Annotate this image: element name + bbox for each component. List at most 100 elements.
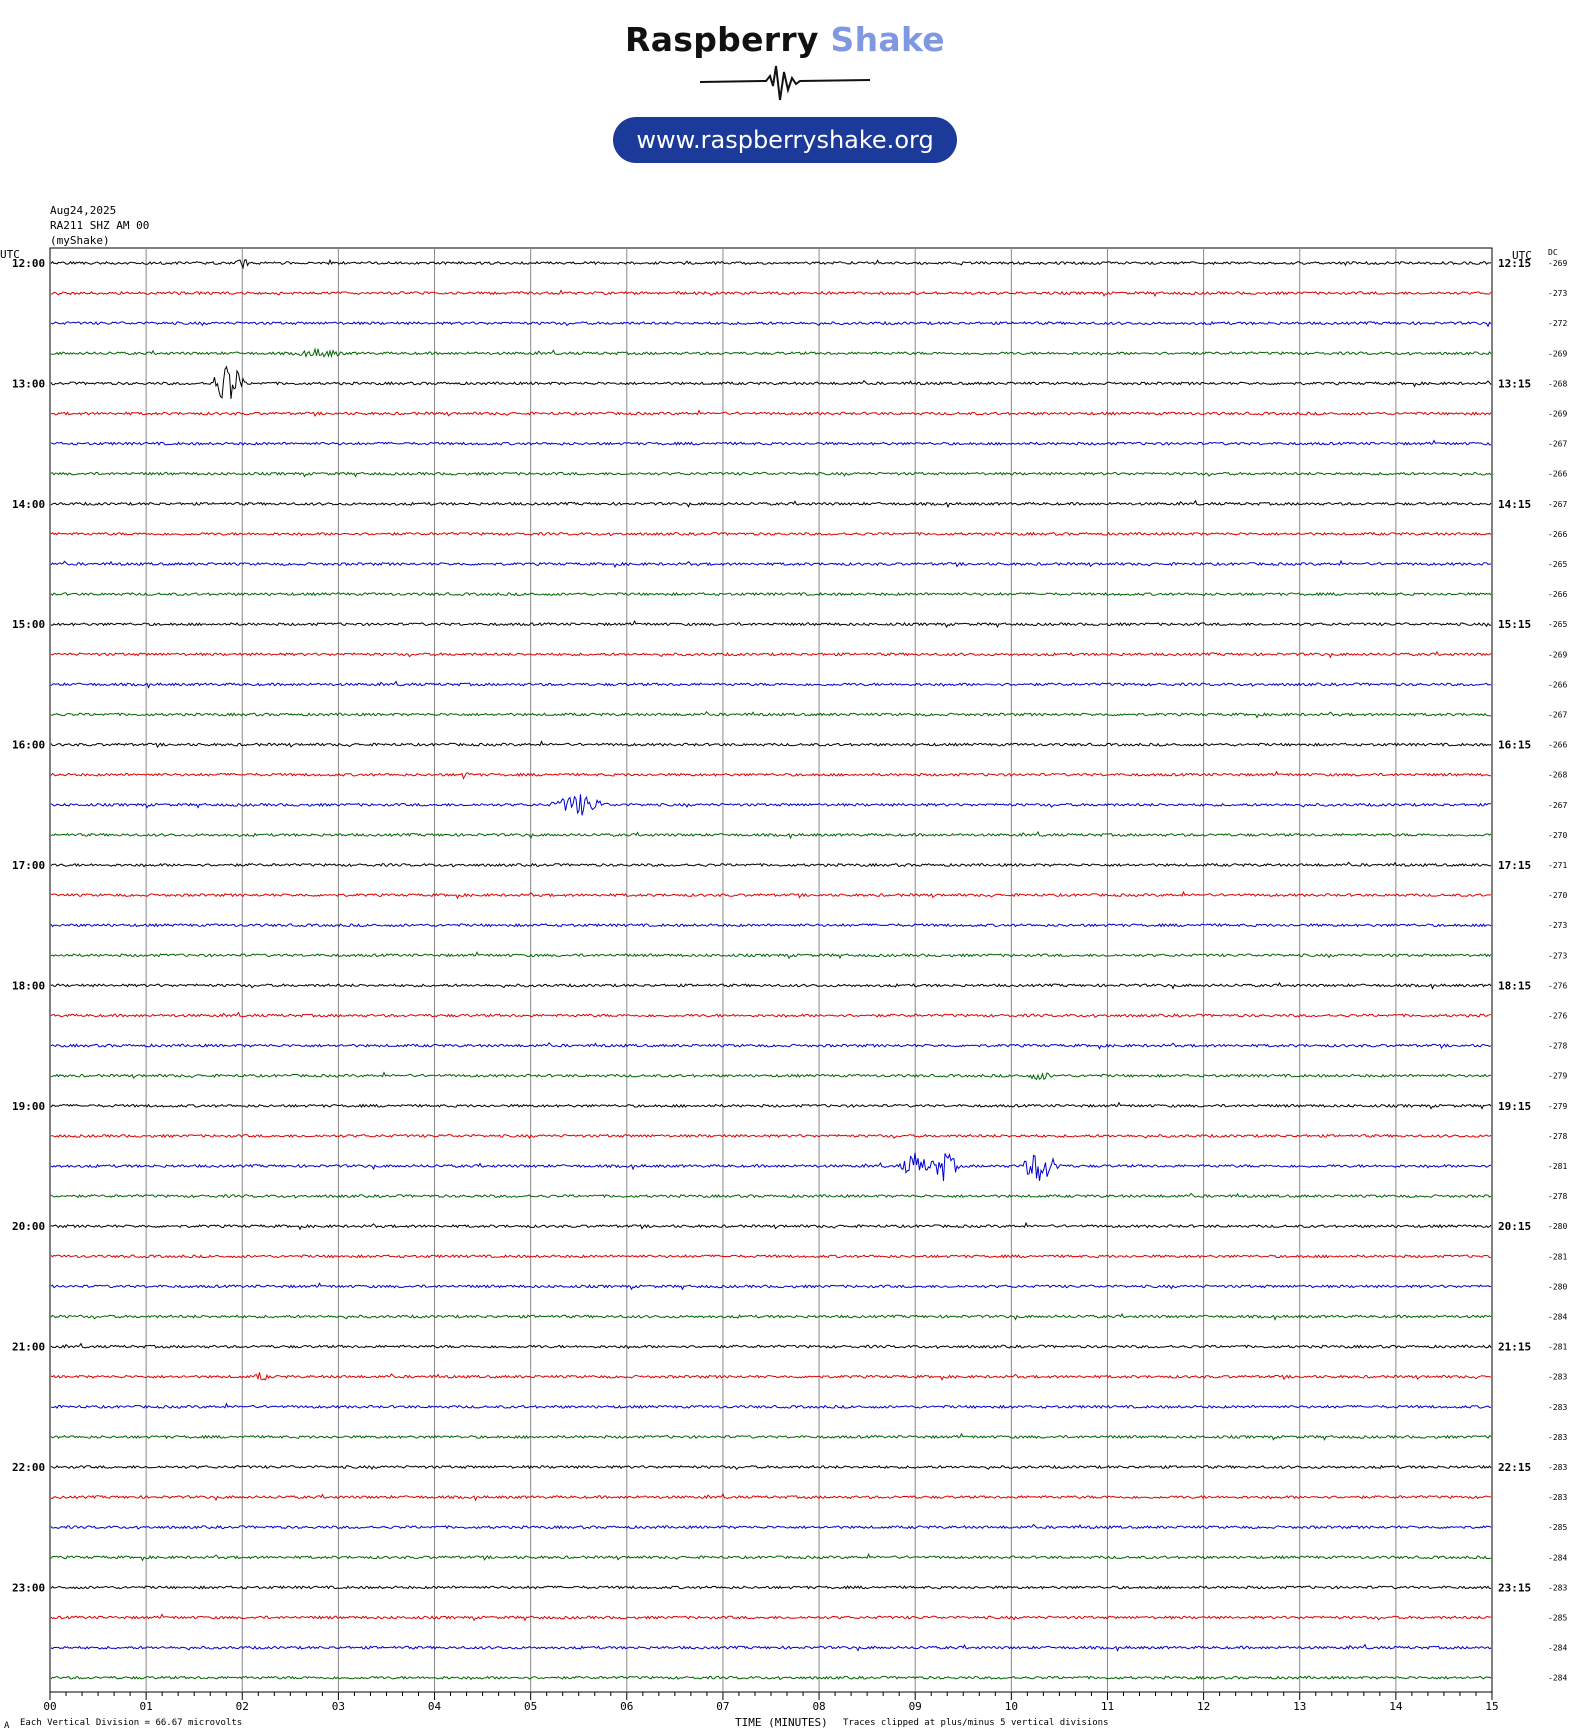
trace-line bbox=[50, 650, 1492, 659]
dc-offset-label: -281 bbox=[1548, 1252, 1567, 1261]
trace-line bbox=[50, 680, 1492, 689]
dc-offset-label: -278 bbox=[1548, 1042, 1567, 1051]
dc-offset-label: -268 bbox=[1548, 379, 1567, 388]
hour-label-right: 12:15 bbox=[1498, 257, 1531, 270]
hour-label-left: 23:00 bbox=[12, 1581, 45, 1594]
x-tick-label: 08 bbox=[812, 1700, 825, 1713]
hour-label-left: 18:00 bbox=[12, 979, 45, 992]
dc-offset-label: -265 bbox=[1548, 560, 1567, 569]
trace-line bbox=[50, 499, 1492, 509]
dc-offset-label: -268 bbox=[1548, 771, 1567, 780]
trace-line bbox=[50, 922, 1492, 928]
trace-line bbox=[50, 1585, 1491, 1590]
trace-line bbox=[50, 365, 1492, 399]
seismic-traces bbox=[50, 258, 1492, 1681]
x-tick-label: 10 bbox=[1005, 1700, 1018, 1713]
right-utc-header: UTC bbox=[1512, 249, 1532, 262]
dc-offset-label: -285 bbox=[1548, 1523, 1567, 1532]
plot-labels: 00 01 02 03 04 05 06 07 08 09 10 11 12 13 14 15 UTC UTC DC… bbox=[0, 248, 1567, 1713]
trace-line bbox=[50, 1552, 1492, 1562]
hour-label-left: 21:00 bbox=[12, 1341, 45, 1354]
hour-label-right: 21:15 bbox=[1498, 1341, 1531, 1354]
trace-line bbox=[50, 1254, 1492, 1259]
trace-line bbox=[50, 1011, 1492, 1019]
trace-line bbox=[50, 1042, 1492, 1050]
trace-line bbox=[50, 1432, 1492, 1441]
trace-line bbox=[50, 1221, 1492, 1231]
dc-offset-label: -269 bbox=[1548, 259, 1567, 268]
trace-line bbox=[50, 1643, 1492, 1653]
hour-label-right: 13:15 bbox=[1498, 377, 1531, 390]
website-url-badge[interactable]: www.raspberryshake.org bbox=[613, 117, 957, 163]
dc-header: DC bbox=[1548, 248, 1558, 257]
trace-line bbox=[50, 1372, 1492, 1381]
hour-label-left: 12:00 bbox=[12, 257, 45, 270]
dc-offset-label: -269 bbox=[1548, 410, 1567, 419]
trace-line bbox=[50, 1523, 1492, 1530]
trace-line bbox=[50, 1071, 1492, 1081]
hour-label-left: 14:00 bbox=[12, 498, 45, 511]
x-tick-label: 12 bbox=[1197, 1700, 1210, 1713]
dc-offset-label: -273 bbox=[1548, 289, 1567, 298]
hour-label-right: 23:15 bbox=[1498, 1581, 1531, 1594]
vertical-division-scale-note: Each Vertical Division = 66.67 microvolt… bbox=[20, 1718, 243, 1728]
dc-offset-label: -283 bbox=[1548, 1373, 1567, 1382]
dc-offset-label: -276 bbox=[1548, 1012, 1567, 1021]
dc-offset-label: -266 bbox=[1548, 470, 1567, 479]
trace-line bbox=[50, 258, 1492, 270]
plot-frame bbox=[49, 247, 1493, 1693]
hour-label-right: 15:15 bbox=[1498, 618, 1531, 631]
trace-line bbox=[50, 951, 1492, 960]
dc-offset-label: -278 bbox=[1548, 1192, 1567, 1201]
dc-offset-label: -270 bbox=[1548, 831, 1567, 840]
hour-label-right: 20:15 bbox=[1498, 1220, 1531, 1233]
dc-offset-label: -285 bbox=[1548, 1614, 1567, 1623]
trace-line bbox=[50, 289, 1492, 298]
dc-offset-label: -265 bbox=[1548, 620, 1567, 629]
trace-line bbox=[50, 1192, 1492, 1199]
hour-label-right: 22:15 bbox=[1498, 1461, 1531, 1474]
dc-offset-label: -267 bbox=[1548, 801, 1567, 810]
trace-line bbox=[50, 619, 1492, 629]
trace-line bbox=[50, 1282, 1492, 1291]
hour-label-right: 18:15 bbox=[1498, 979, 1531, 992]
hour-label-right: 17:15 bbox=[1498, 859, 1531, 872]
network-name: (myShake) bbox=[50, 234, 110, 247]
station-code: RA211 SHZ AM 00 bbox=[50, 219, 150, 232]
dc-offset-label: -271 bbox=[1548, 861, 1567, 870]
trace-line bbox=[50, 1133, 1492, 1139]
trace-line bbox=[50, 409, 1492, 418]
brand-word-raspberry: Raspberry bbox=[625, 20, 819, 59]
x-tick-label: 06 bbox=[620, 1700, 633, 1713]
trace-line bbox=[50, 1675, 1492, 1681]
trace-line bbox=[50, 1464, 1492, 1471]
x-tick-label: 15 bbox=[1485, 1700, 1498, 1713]
dc-offset-label: -283 bbox=[1548, 1463, 1567, 1472]
trace-line bbox=[50, 830, 1492, 840]
seismic-wave-logo-icon bbox=[700, 65, 870, 101]
dc-offset-label: -279 bbox=[1548, 1102, 1567, 1111]
dc-offset-label: -266 bbox=[1548, 680, 1567, 689]
dc-offset-label: -276 bbox=[1548, 981, 1567, 990]
dc-offset-label: -266 bbox=[1548, 530, 1567, 539]
x-tick-label: 09 bbox=[909, 1700, 922, 1713]
time-axis-label: TIME (MINUTES) bbox=[735, 1716, 828, 1729]
x-tick-label: 00 bbox=[43, 1700, 56, 1713]
x-tick-label: 04 bbox=[428, 1700, 442, 1713]
hour-label-right: 16:15 bbox=[1498, 739, 1531, 752]
dc-offset-label: -284 bbox=[1548, 1553, 1567, 1562]
dc-offset-label: -281 bbox=[1548, 1162, 1567, 1171]
plot-grid bbox=[49, 247, 1493, 1700]
x-tick-label: 01 bbox=[140, 1700, 153, 1713]
x-tick-label: 13 bbox=[1293, 1700, 1306, 1713]
x-tick-label: 03 bbox=[332, 1700, 345, 1713]
hour-label-right: 19:15 bbox=[1498, 1100, 1531, 1113]
dc-offset-label: -278 bbox=[1548, 1132, 1567, 1141]
dc-offset-label: -284 bbox=[1548, 1674, 1567, 1683]
trace-line bbox=[50, 981, 1492, 990]
hour-label-left: 15:00 bbox=[12, 618, 45, 631]
trace-line bbox=[50, 890, 1492, 900]
dc-offset-label: -266 bbox=[1548, 590, 1567, 599]
dc-offset-label: -284 bbox=[1548, 1644, 1567, 1653]
